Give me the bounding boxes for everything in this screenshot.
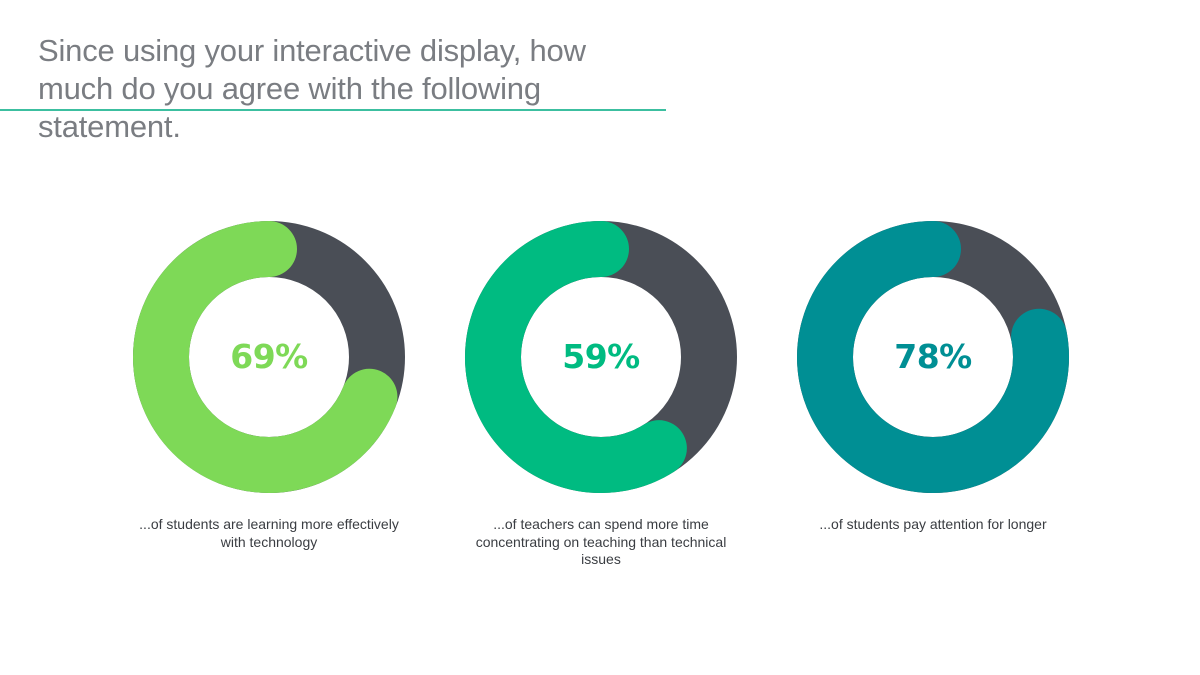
donut-caption-1: ...of students are learning more effecti… [139, 516, 399, 550]
donut-value-arc [797, 221, 1069, 493]
page-title-line-2: much do you agree with the following sta… [38, 71, 541, 144]
donut-value-arc [133, 221, 398, 493]
donut-chart-3-graphic [797, 221, 1069, 493]
page-title-line-1: Since using your interactive display, ho… [38, 33, 586, 68]
donut-chart-1-graphic [133, 221, 405, 493]
donut-percentage-label: 78% [894, 337, 972, 376]
page-title: Since using your interactive display, ho… [38, 32, 678, 146]
donut-caption-2: ...of teachers can spend more time conce… [475, 516, 727, 567]
header: Since using your interactive display, ho… [38, 32, 678, 146]
donut-chart-2: 59% [463, 219, 739, 495]
donut-chart-1: 69% [131, 219, 407, 495]
donut-chart-2-graphic [465, 221, 737, 493]
donut-percentage-label: 59% [562, 337, 640, 376]
donut-caption-3: ...of students pay attention for longer [819, 516, 1047, 532]
title-underline [0, 109, 666, 111]
donut-value-arc [465, 221, 687, 493]
donut-percentage-label: 69% [230, 337, 308, 376]
donut-chart-3: 78% [795, 219, 1071, 495]
